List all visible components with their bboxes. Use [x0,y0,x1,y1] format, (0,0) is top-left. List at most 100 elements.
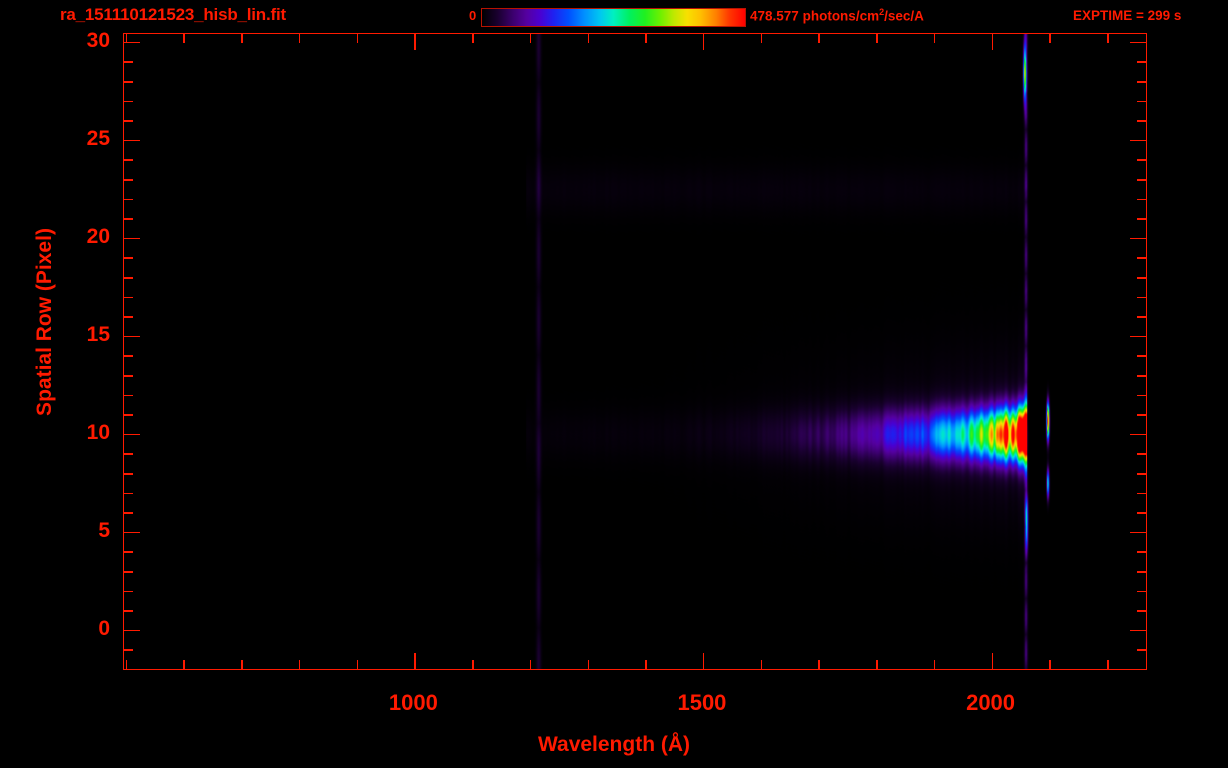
y-tick-label: 10 [86,420,110,444]
x-minor-tick-top [933,34,936,43]
x-minor-tick [241,660,243,669]
y-major-tick [124,237,140,240]
y-minor-tick [124,590,133,593]
x-minor-tick [818,660,820,669]
x-minor-tick-top [645,34,647,43]
y-minor-tick-right [1137,257,1146,259]
x-minor-tick-top [1049,34,1051,43]
y-minor-tick-right [1137,453,1146,455]
y-minor-tick-right [1137,61,1146,63]
y-minor-tick-right [1137,179,1146,181]
colorbar-max-value: 478.577 [750,8,799,24]
x-minor-tick [356,660,359,669]
x-minor-tick [1107,660,1109,669]
x-minor-tick-top [298,34,301,43]
y-minor-tick-right [1137,218,1146,220]
x-minor-tick [760,660,763,669]
y-minor-tick-right [1137,120,1146,122]
y-minor-tick-right [1137,159,1146,161]
x-tick-label: 2000 [966,690,1016,715]
y-minor-tick-right [1137,198,1146,201]
y-minor-tick [124,414,133,416]
y-major-tick [124,41,140,44]
y-minor-tick [124,81,133,83]
y-minor-tick [124,512,133,514]
x-major-tick-top [414,34,416,50]
colorbar-units-tail: /sec/A [884,8,924,24]
y-minor-tick [124,61,133,63]
y-major-tick-right [1130,531,1146,534]
y-tick-label: 25 [86,126,110,150]
x-minor-tick [472,660,474,669]
x-minor-tick-top [472,34,474,43]
y-minor-tick [124,120,133,122]
y-minor-tick [124,355,133,357]
y-tick-label: 0 [98,616,110,640]
colorbar-units-head: photons/cm [802,8,880,24]
y-minor-tick [124,159,133,161]
y-minor-tick-right [1137,414,1146,416]
y-minor-tick-right [1137,492,1146,495]
x-minor-tick-top [760,34,763,43]
y-major-tick [124,531,140,534]
y-minor-tick-right [1137,316,1146,318]
x-minor-tick [183,660,185,669]
y-minor-tick-right [1137,100,1146,103]
x-minor-tick-top [241,34,243,43]
y-major-tick [124,139,140,142]
y-minor-tick [124,375,133,377]
y-minor-tick [124,551,133,553]
x-minor-tick [645,660,647,669]
colorbar-units-exponent: 2 [879,7,885,17]
y-minor-tick [124,296,133,299]
x-major-tick-top [702,34,705,50]
colorbar [481,8,746,27]
x-major-tick [414,653,416,669]
y-minor-tick [124,257,133,259]
x-major-tick [702,653,705,669]
y-minor-tick-right [1137,551,1146,553]
y-minor-tick-right [1137,81,1146,83]
y-tick-label: 5 [98,518,110,542]
x-minor-tick-top [876,34,878,43]
x-minor-tick [933,660,936,669]
y-minor-tick [124,316,133,318]
x-tick-label: 1000 [388,690,438,715]
y-minor-tick [124,394,133,397]
y-minor-tick-right [1137,355,1146,357]
x-minor-tick-top [529,34,532,43]
x-major-tick-top [991,34,994,50]
x-minor-tick-top [587,34,589,43]
page-title: ra_151110121523_hisb_lin.fit [60,5,286,24]
x-minor-tick [125,660,128,669]
y-minor-tick [124,649,133,651]
y-major-tick-right [1130,139,1146,142]
y-major-tick-right [1130,237,1146,240]
y-major-tick-right [1130,335,1146,338]
y-minor-tick-right [1137,473,1146,475]
colorbar-max-label: 478.577 photons/cm2/sec/A [750,7,924,24]
y-major-tick [124,629,140,632]
y-major-tick [124,335,140,338]
y-minor-tick [124,218,133,220]
x-minor-tick-top [1107,34,1109,43]
y-minor-tick [124,473,133,475]
y-minor-tick [124,669,133,670]
y-minor-tick [124,571,133,573]
x-minor-tick [587,660,589,669]
y-minor-tick [124,453,133,455]
x-major-tick [991,653,994,669]
y-minor-tick-right [1137,649,1146,651]
x-minor-tick [876,660,878,669]
spectrum-heatmap-canvas [124,34,1146,669]
y-minor-tick [124,100,133,103]
y-tick-label: 30 [86,28,110,52]
y-tick-label: 20 [86,224,110,248]
x-tick-label: 1500 [677,690,727,715]
y-major-tick-right [1130,629,1146,632]
y-minor-tick-right [1137,669,1146,670]
x-minor-tick [529,660,532,669]
y-minor-tick-right [1137,394,1146,397]
y-minor-tick-right [1137,375,1146,377]
